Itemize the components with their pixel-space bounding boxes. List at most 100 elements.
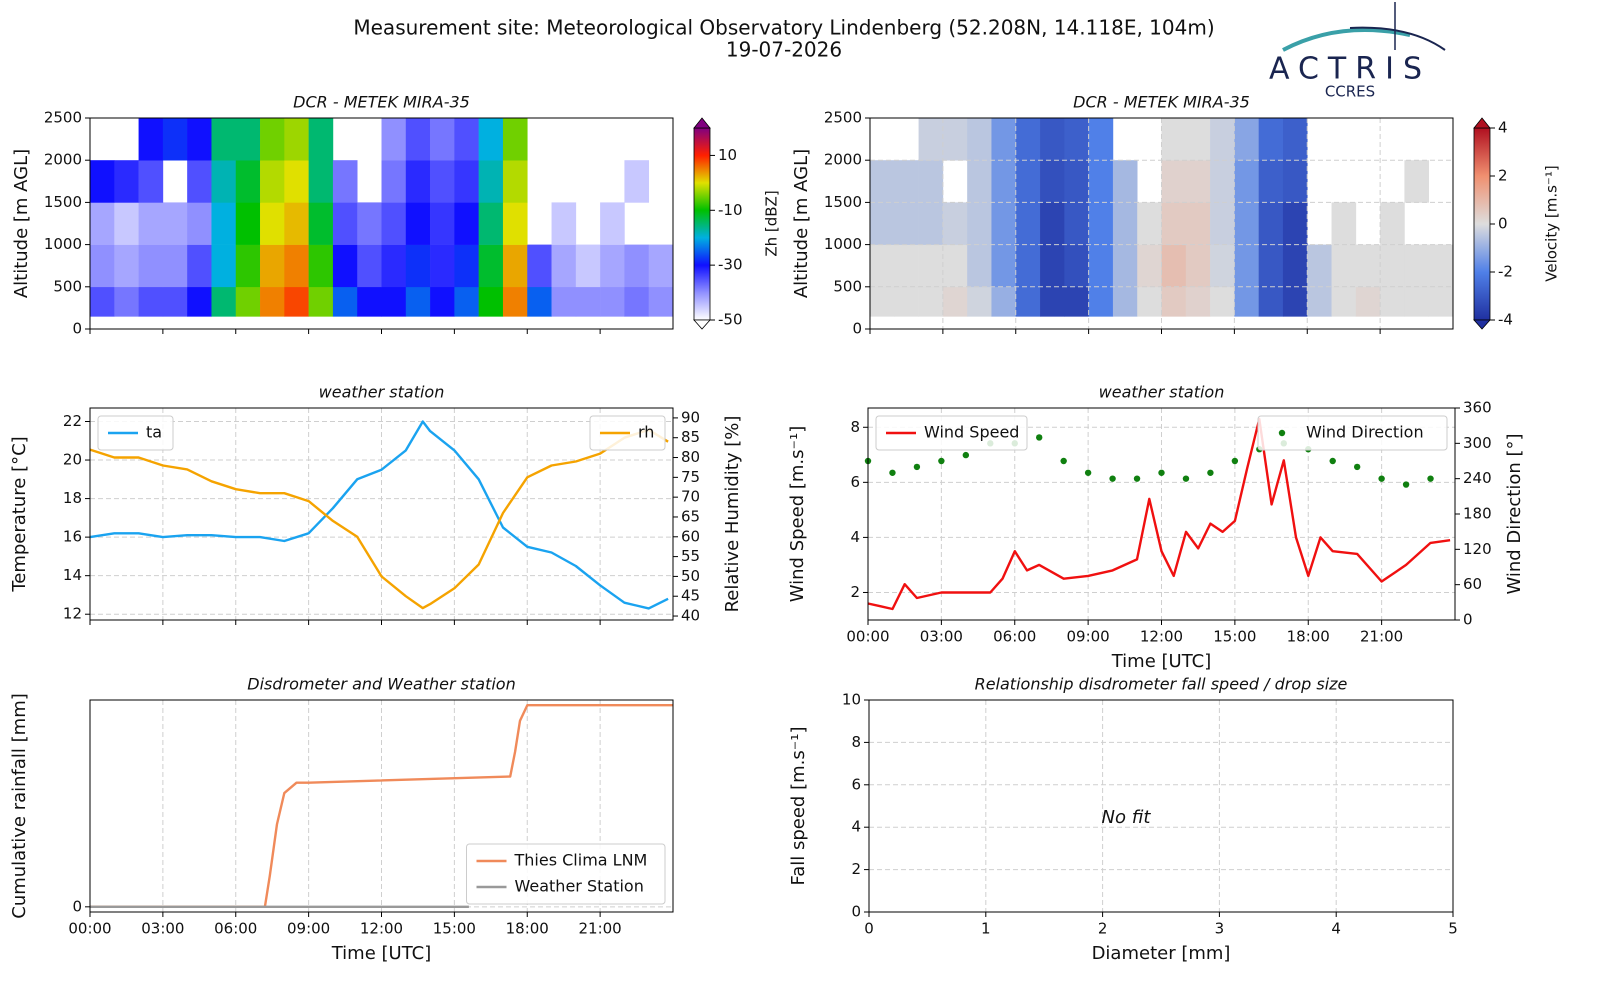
line [89, 420, 669, 610]
heat-cell [870, 202, 895, 245]
point [1329, 457, 1336, 465]
heat-cell [894, 244, 919, 288]
heat-cell [1088, 160, 1114, 203]
heat-cell [918, 118, 944, 161]
point [1060, 457, 1067, 465]
heat-cell [1185, 160, 1211, 203]
heat-cell [942, 202, 968, 245]
heat-cell [138, 202, 164, 245]
heat-cell [430, 118, 455, 161]
heat-cell [138, 286, 164, 317]
line [867, 417, 1451, 611]
panel: -4 -2 0 2 4 Velocity [m.s⁻¹] 0 500 1000 1500 2000 2… [791, 93, 1561, 338]
line [90, 704, 673, 908]
heat-cell [478, 202, 504, 245]
colorbar [693, 127, 711, 321]
heat-cell [1088, 202, 1114, 245]
y2-tick-label: 85 [681, 428, 700, 446]
heat-cell [405, 118, 431, 161]
heat-cell [1331, 244, 1357, 288]
heat-cell [551, 286, 577, 317]
heat-cell [1015, 202, 1041, 245]
point [1378, 475, 1385, 482]
heat-cell [1210, 286, 1235, 317]
colorbar-label: Velocity [m.s⁻¹] [1543, 165, 1561, 281]
y-tick-label: 6 [850, 473, 860, 491]
x-tick-label: 4 [1331, 920, 1341, 938]
heat-cell [187, 160, 212, 203]
heat-cell [381, 118, 407, 161]
heat-cell [90, 202, 115, 245]
y-tick-label: 20 [63, 451, 82, 469]
heat-cell [1064, 286, 1089, 317]
heat-cell [162, 244, 188, 288]
heat-cell [90, 244, 115, 288]
colorbar-extend [693, 319, 711, 330]
y2-tick-label: 65 [681, 507, 700, 525]
heat-cell [1404, 244, 1430, 288]
heat-cell [478, 160, 504, 203]
y2-tick-label: 60 [681, 527, 700, 545]
heat-cell [600, 286, 625, 317]
heat-cell [430, 244, 455, 288]
y2-axis-label: Wind Direction [°] [1504, 433, 1525, 594]
heat-cell [430, 286, 455, 317]
heat-cell [967, 202, 992, 245]
heat-cell [1234, 118, 1259, 161]
heat-cell [1185, 244, 1211, 288]
y-tick-label: 18 [63, 489, 82, 507]
x-tick-label: 15:00 [1213, 628, 1256, 646]
y-tick-label: 500 [53, 277, 82, 295]
heat-cell [870, 286, 895, 317]
heat-cell [187, 286, 212, 317]
heat-cell [211, 160, 237, 203]
heat-cell [284, 160, 309, 203]
panel-title: weather station [1099, 383, 1225, 402]
heat-cell [624, 160, 650, 203]
heat-cell [1234, 286, 1259, 317]
heat-cell [187, 244, 212, 288]
heat-cell [991, 202, 1017, 245]
point [938, 457, 945, 465]
page-title: Measurement site: Meteorological Observa… [353, 16, 1214, 40]
heat-cell [138, 118, 164, 161]
x-tick-label: 09:00 [1067, 628, 1110, 646]
y-axis-label: Temperature [°C] [9, 436, 30, 592]
x-tick-label: 0 [864, 920, 874, 938]
plot-frame [868, 699, 1454, 913]
heat-cell [1210, 202, 1235, 245]
heat-cell [381, 244, 407, 288]
heat-cell [1015, 286, 1041, 317]
line [89, 428, 669, 610]
y-tick-label: 4 [851, 818, 861, 836]
heat-cell [454, 286, 479, 317]
heat-cell [1040, 160, 1065, 203]
y-tick-label: 6 [851, 775, 861, 793]
heat-cell [308, 286, 334, 317]
heat-cell [114, 244, 139, 288]
point [1402, 481, 1410, 488]
heat-cell [1234, 244, 1259, 288]
y2-tick-label: 360 [1463, 399, 1492, 417]
y-tick-label: 1000 [824, 235, 862, 253]
heat-cell [1404, 286, 1430, 317]
heat-cell [1331, 202, 1357, 245]
colorbar-tick-label: -2 [1498, 263, 1513, 281]
colorbar-tick-label: -10 [718, 201, 743, 219]
heat-cell [1015, 244, 1041, 288]
y-tick-label: 2000 [824, 151, 862, 169]
point [889, 469, 896, 476]
heat-cell [1380, 202, 1405, 245]
y-tick-label: 2500 [824, 109, 862, 127]
y-tick-label: 0 [852, 320, 862, 338]
heat-cell [1064, 202, 1089, 245]
heat-cell [1015, 160, 1041, 203]
panel-title: Disdrometer and Weather station [247, 675, 515, 694]
legend-label: Thies Clima LNM [514, 851, 648, 870]
heat-cell [1355, 244, 1381, 288]
heat-cell [1355, 286, 1381, 317]
legend-box [875, 415, 1028, 451]
heat-cell [114, 286, 139, 317]
heat-cell [918, 160, 944, 203]
heat-cell [1112, 286, 1138, 317]
